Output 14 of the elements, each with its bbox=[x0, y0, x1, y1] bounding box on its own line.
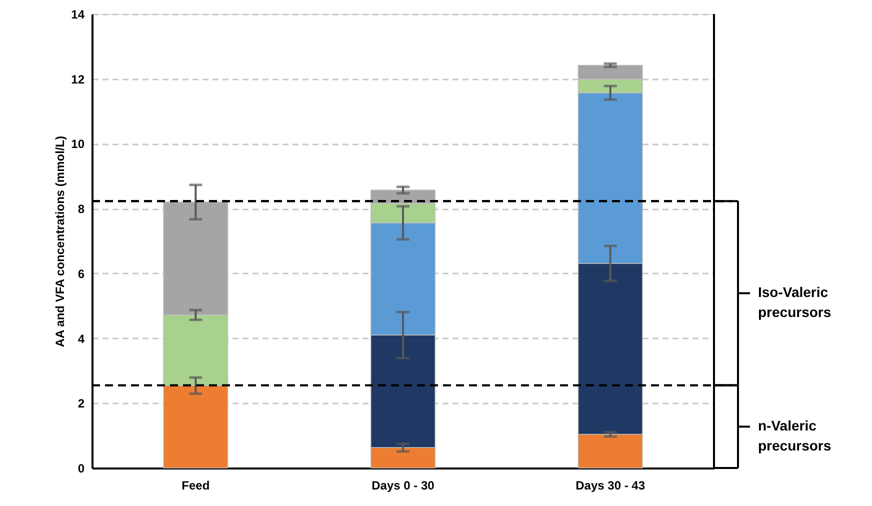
y-tick-label: 8 bbox=[78, 202, 85, 216]
y-tick-label: 10 bbox=[71, 137, 85, 152]
y-tick-label: 12 bbox=[71, 72, 85, 86]
y-tick-label: 6 bbox=[78, 266, 85, 281]
text: n-Valeric precursors bbox=[758, 418, 832, 454]
y-tick-label: 14 bbox=[71, 8, 85, 22]
x-tick-label: Feed bbox=[182, 478, 210, 492]
text: Iso-Valeric precursors bbox=[758, 284, 832, 320]
y-tick-label: 0 bbox=[78, 462, 85, 476]
y-tick-label: 4 bbox=[78, 332, 85, 346]
y-axis-title: AA and VFA concentrations (mmol/L) bbox=[53, 136, 68, 348]
y-tick-label: 2 bbox=[78, 396, 85, 411]
x-tick-label: Days 0 - 30 bbox=[372, 478, 435, 492]
x-tick-label: Days 30 - 43 bbox=[576, 478, 646, 492]
